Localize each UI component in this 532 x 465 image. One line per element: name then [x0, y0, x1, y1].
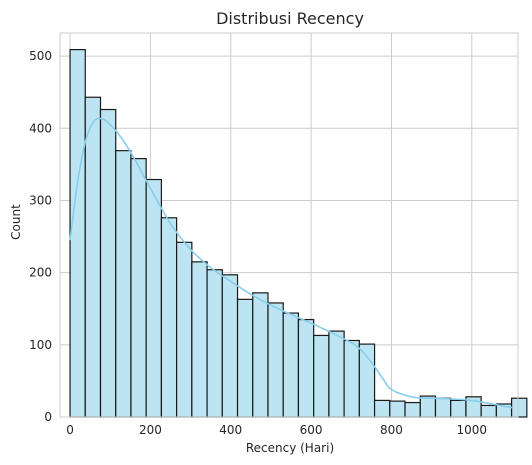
y-tick-label: 200 [29, 266, 52, 280]
histogram-bar [191, 261, 208, 418]
x-tick-label: 800 [380, 423, 403, 437]
histogram-bar [480, 404, 497, 418]
y-tick-label: 100 [29, 338, 52, 352]
histogram-bar [313, 334, 330, 418]
x-tick-label: 0 [66, 423, 74, 437]
histogram-bar [404, 401, 421, 418]
x-axis-ticks: 0 200 400 600 800 1000 [66, 423, 487, 437]
histogram-bar [419, 395, 437, 418]
histogram-bar [297, 318, 315, 418]
bars [69, 49, 528, 418]
x-axis-label: Recency (Hari) [246, 441, 334, 455]
histogram-bar [343, 339, 360, 418]
histogram-bar [511, 397, 528, 418]
x-tick-label: 600 [300, 423, 323, 437]
y-axis-label: Count [9, 204, 23, 240]
x-tick-label: 200 [139, 423, 162, 437]
histogram-bar [206, 269, 223, 418]
y-tick-label: 500 [29, 49, 52, 63]
histogram-bar [389, 400, 406, 418]
histogram-bar [373, 399, 391, 418]
plot-border [59, 32, 519, 418]
histogram-bar [328, 330, 345, 418]
histogram-bar [145, 178, 163, 418]
y-axis-ticks: 0 100 200 300 400 500 [29, 49, 52, 424]
histogram-bar [267, 302, 284, 418]
histogram-bar [130, 157, 147, 418]
histogram-bar [69, 49, 86, 418]
histogram-bar [115, 150, 132, 418]
x-tick-label: 1000 [457, 423, 488, 437]
y-tick-label: 400 [29, 121, 52, 135]
histogram-bar [176, 241, 193, 418]
histogram-bar [358, 343, 376, 418]
kde-curve [69, 117, 513, 409]
y-tick-label: 300 [29, 193, 52, 207]
histogram-bar [99, 108, 117, 418]
histogram-bar [236, 298, 254, 418]
histogram-bar [84, 96, 102, 418]
chart-title: Distribusi Recency [216, 9, 364, 28]
histogram-bar [160, 217, 178, 418]
x-tick-label: 400 [219, 423, 242, 437]
histogram-bar [450, 399, 467, 418]
histogram-bar [252, 292, 269, 418]
histogram-bar [282, 312, 300, 418]
y-tick-label: 0 [44, 410, 52, 424]
histogram-bar [434, 397, 452, 418]
plot-frame [59, 32, 519, 418]
kde-line [69, 117, 513, 409]
histogram-bar [221, 274, 239, 418]
